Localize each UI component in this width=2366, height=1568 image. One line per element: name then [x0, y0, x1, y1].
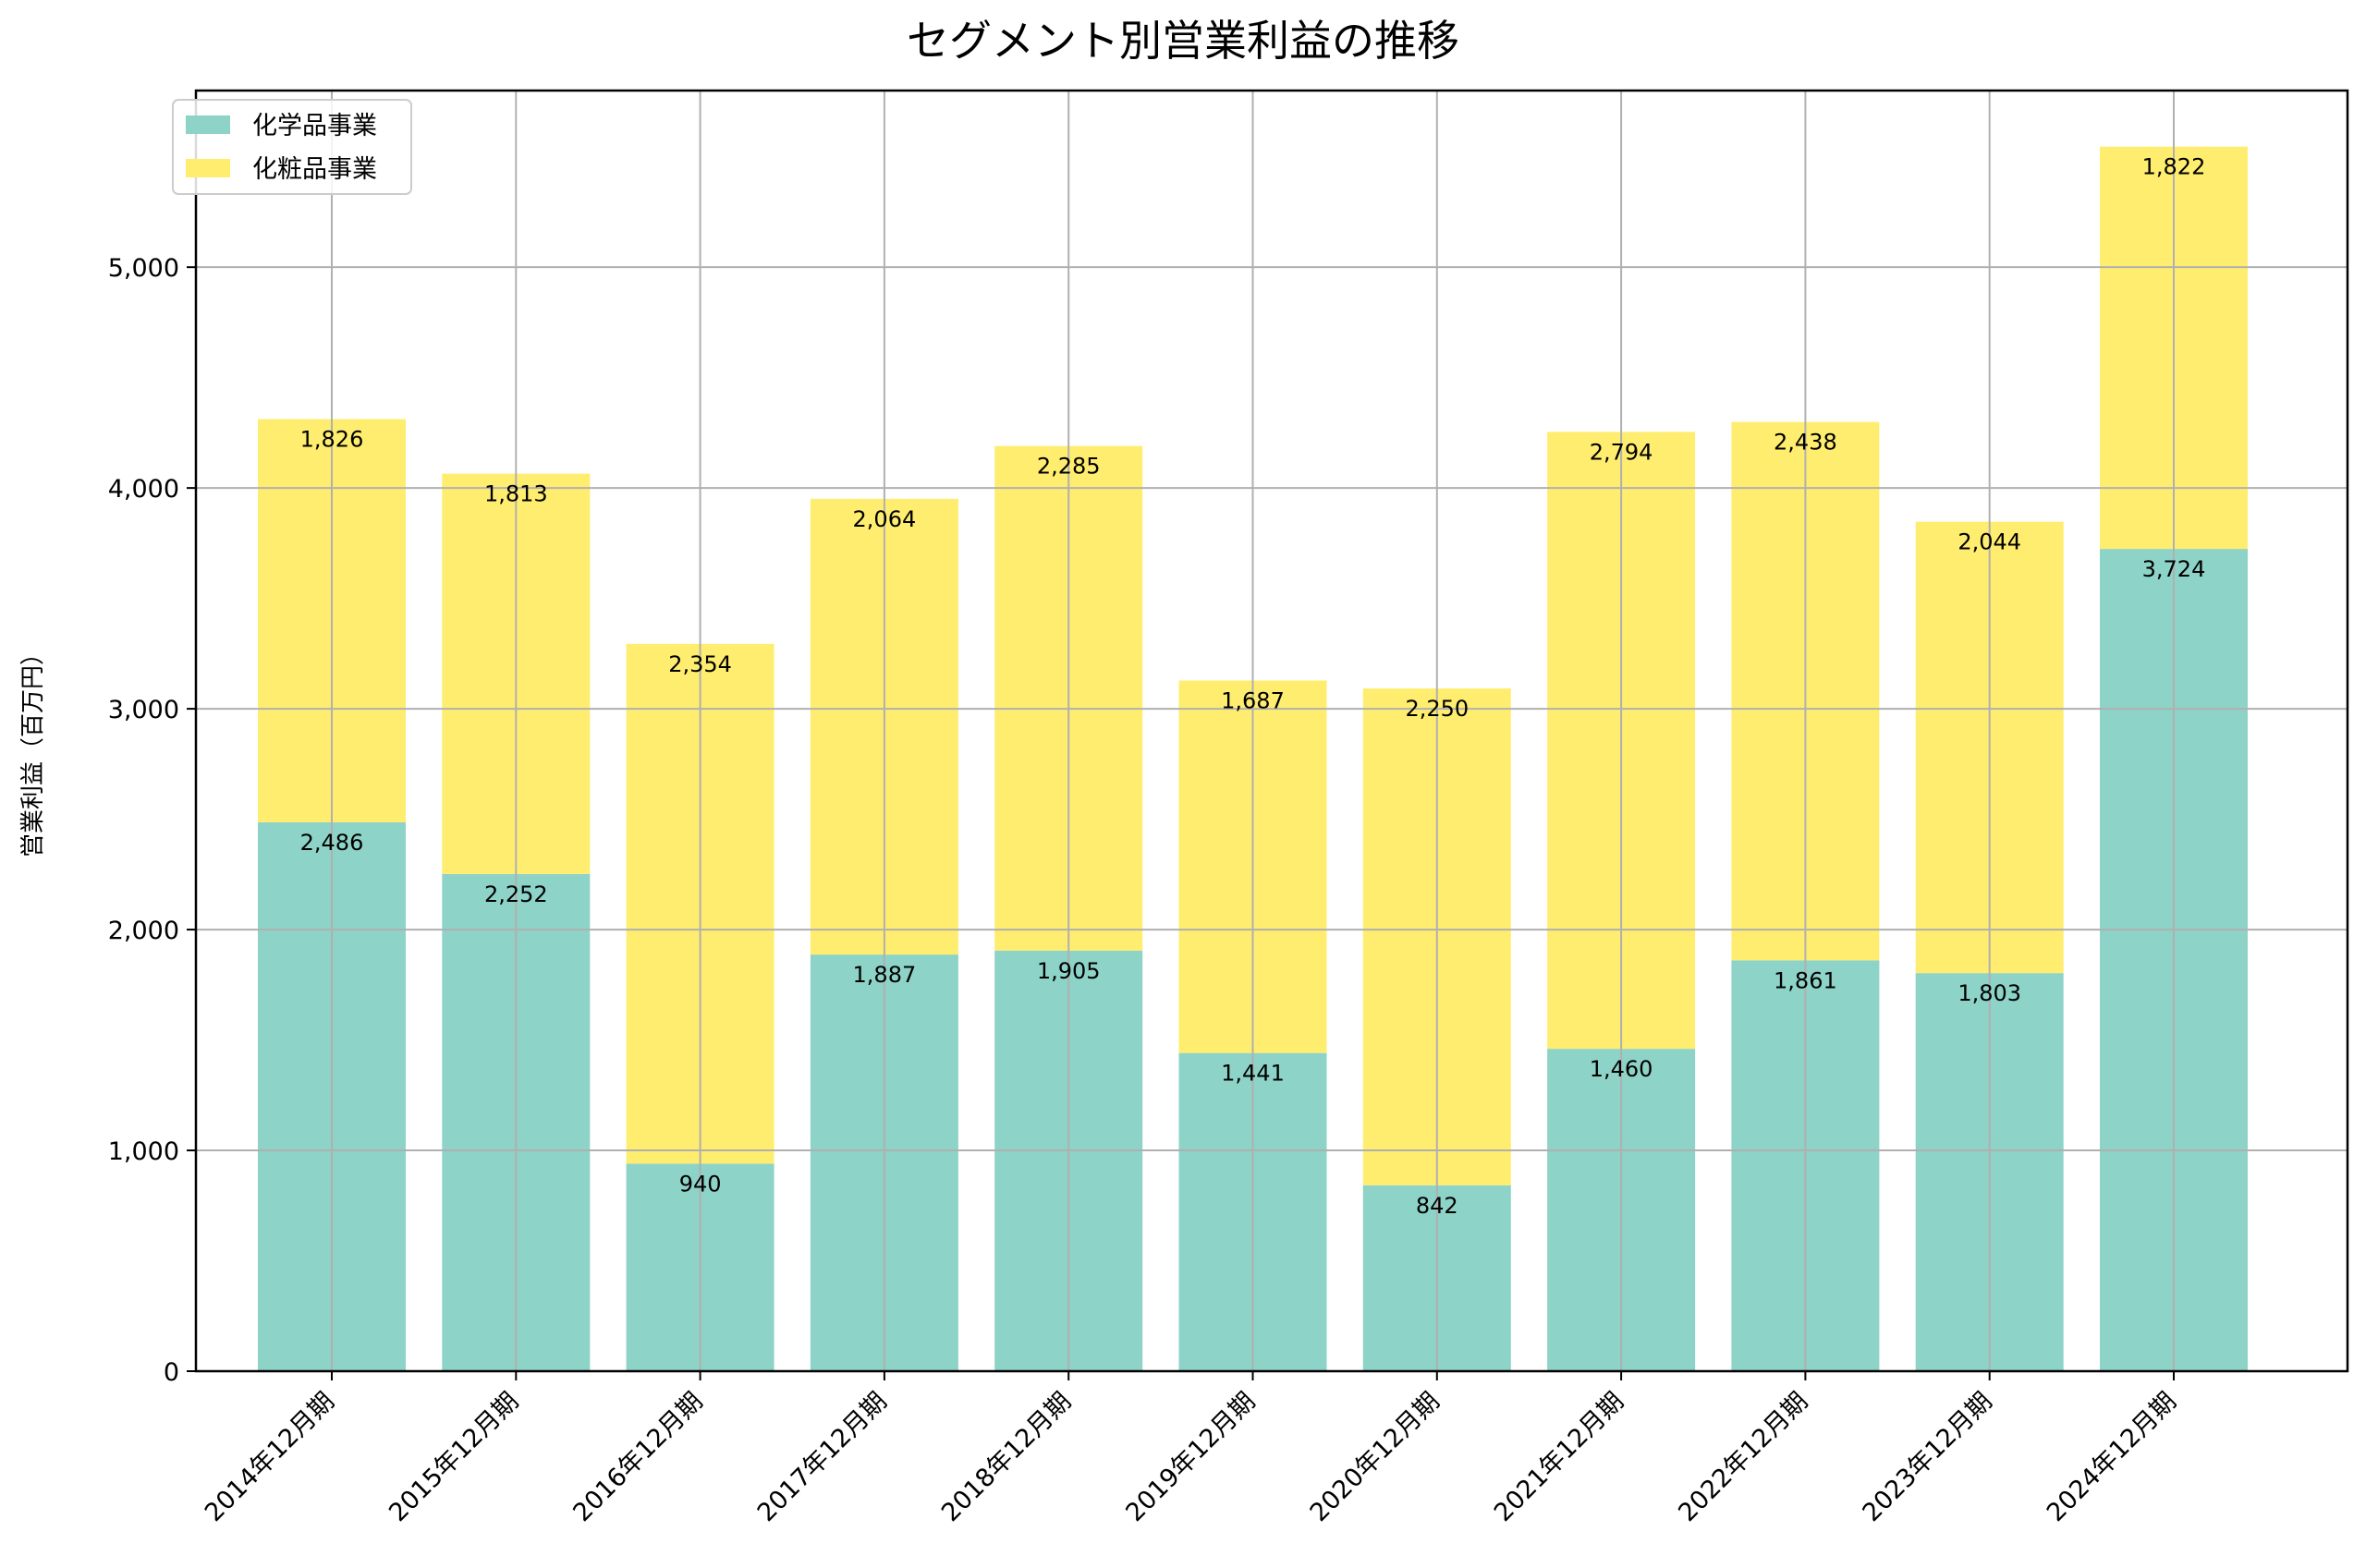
bar-label-cosmetic-2: 2,354: [668, 651, 732, 677]
bar-label-cosmetic-4: 2,285: [1037, 454, 1101, 480]
y-tick-label-0: 0: [164, 1358, 179, 1387]
bar-label-cosmetic-3: 2,064: [853, 506, 917, 532]
bar-label-cosmetic-8: 2,438: [1774, 430, 1837, 456]
x-tick-label-9: 2023年12月期: [1858, 1387, 1998, 1527]
bar-label-chemical-1: 2,252: [484, 881, 548, 907]
y-axis-label: 営業利益（百万円）: [19, 641, 47, 857]
bar-label-cosmetic-7: 2,794: [1590, 439, 1653, 465]
bar-label-cosmetic-5: 1,687: [1221, 688, 1285, 714]
legend-label-0: 化学品事業: [252, 112, 377, 140]
legend-swatch-0: [186, 115, 230, 134]
y-tick-label-3: 3,000: [108, 696, 179, 724]
bar-label-chemical-9: 1,803: [1957, 980, 2021, 1006]
x-tick-label-5: 2019年12月期: [1120, 1387, 1261, 1527]
y-tick-label-1: 1,000: [108, 1137, 179, 1166]
legend-label-1: 化粧品事業: [252, 155, 377, 184]
x-tick-label-6: 2020年12月期: [1305, 1387, 1445, 1527]
bar-label-chemical-2: 940: [679, 1171, 722, 1197]
bar-label-chemical-8: 1,861: [1774, 967, 1837, 993]
chart-title: セグメント別営業利益の推移: [907, 16, 1459, 66]
y-tick-label-4: 4,000: [108, 475, 179, 504]
bar-label-cosmetic-10: 1,822: [2142, 154, 2206, 180]
bar-label-chemical-3: 1,887: [853, 962, 917, 988]
bar-label-cosmetic-1: 1,813: [484, 481, 548, 507]
bar-label-cosmetic-0: 1,826: [300, 427, 364, 453]
bar-label-chemical-7: 1,460: [1590, 1056, 1653, 1082]
y-tick-label-5: 5,000: [108, 254, 179, 283]
x-tick-label-7: 2021年12月期: [1489, 1387, 1629, 1527]
x-tick-label-0: 2014年12月期: [200, 1387, 340, 1527]
x-tick-label-8: 2022年12月期: [1673, 1387, 1813, 1527]
x-tick-label-1: 2015年12月期: [384, 1387, 524, 1527]
legend-swatch-1: [186, 159, 230, 177]
axes-frame: [194, 89, 2349, 1373]
x-tick-label-3: 2017年12月期: [752, 1387, 893, 1527]
bar-label-chemical-10: 3,724: [2142, 556, 2206, 582]
bar-label-cosmetic-9: 2,044: [1957, 529, 2021, 555]
bar-label-cosmetic-6: 2,250: [1405, 696, 1469, 722]
x-tick-label-2: 2016年12月期: [567, 1387, 708, 1527]
bar-label-chemical-0: 2,486: [300, 830, 364, 856]
x-tick-label-10: 2024年12月期: [2042, 1387, 2182, 1527]
x-tick-label-4: 2018年12月期: [936, 1387, 1077, 1527]
bar-label-chemical-6: 842: [1416, 1193, 1458, 1219]
legend-box: [172, 99, 412, 195]
bar-label-chemical-4: 1,905: [1037, 958, 1101, 984]
bar-labels: 2,486 1,826 2,252 1,813 940 2,354 1,887 2,064 1,…: [300, 154, 2206, 1219]
bar-label-chemical-5: 1,441: [1221, 1061, 1285, 1087]
y-tick-label-2: 2,000: [108, 917, 179, 945]
